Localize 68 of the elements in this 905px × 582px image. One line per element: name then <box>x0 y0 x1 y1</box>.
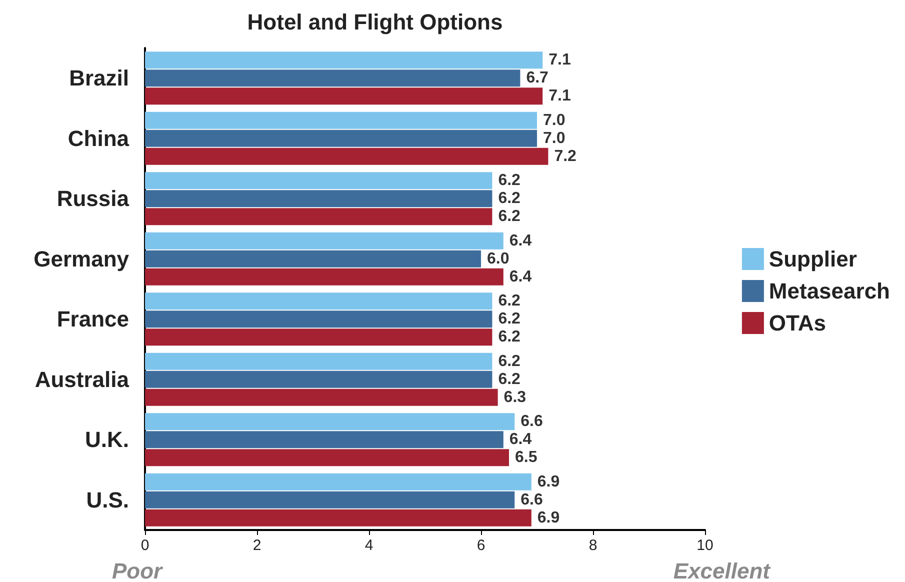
data-label: 6.0 <box>487 250 510 268</box>
bar <box>145 208 492 226</box>
bar <box>145 449 509 466</box>
data-label: 6.6 <box>520 413 543 430</box>
bar <box>145 268 504 286</box>
data-label: 6.2 <box>498 292 521 310</box>
y-tick-label: U.K. <box>85 427 129 452</box>
data-label: 6.3 <box>504 388 526 406</box>
bar <box>145 130 537 147</box>
data-label: 7.1 <box>548 88 571 105</box>
x-tick-label: 2 <box>252 537 262 554</box>
bar <box>145 172 492 190</box>
text: Excellent <box>673 558 772 582</box>
data-label: 6.5 <box>515 449 538 466</box>
x-tick-label: 10 <box>696 537 714 554</box>
y-tick-label: China <box>68 126 130 151</box>
data-label: 6.6 <box>520 491 543 508</box>
data-label: 6.4 <box>509 268 532 286</box>
data-label: 6.4 <box>509 431 532 448</box>
bar <box>145 232 504 250</box>
data-label: 6.2 <box>498 208 521 226</box>
bar <box>145 190 492 208</box>
data-label: 7.0 <box>543 130 566 147</box>
y-tick-label: Australia <box>34 366 130 392</box>
data-label: 6.2 <box>498 370 521 388</box>
chart-title: Hotel and Flight Options <box>247 10 503 34</box>
bar <box>145 431 504 448</box>
bar <box>145 310 492 328</box>
data-label: 6.2 <box>498 172 521 190</box>
bar <box>145 473 532 490</box>
text: Poor <box>112 558 164 582</box>
bar <box>145 292 492 310</box>
data-label: 6.2 <box>498 190 521 208</box>
bar <box>145 509 532 526</box>
y-tick-label: U.S. <box>86 487 129 512</box>
y-tick-label: Germany <box>34 246 130 272</box>
bar <box>145 52 543 69</box>
bar <box>145 112 537 129</box>
bar <box>145 70 520 87</box>
data-label: 6.9 <box>537 473 560 490</box>
bar <box>145 413 515 430</box>
data-label: 7.0 <box>543 112 566 129</box>
bar <box>145 148 548 165</box>
x-tick-label: 8 <box>588 537 598 554</box>
data-label: 7.1 <box>548 52 571 69</box>
data-label: 6.2 <box>498 328 521 346</box>
data-label: 6.2 <box>498 352 521 370</box>
data-label: 7.2 <box>554 148 577 165</box>
legend-label: Metasearch <box>768 278 890 304</box>
bar <box>145 352 492 370</box>
bar <box>145 370 492 388</box>
data-label: 6.7 <box>526 70 549 87</box>
bar <box>145 250 481 268</box>
bar <box>145 388 498 406</box>
data-label: 6.2 <box>498 310 521 328</box>
y-tick-label: France <box>56 306 129 332</box>
y-tick-label: Brazil <box>69 66 129 91</box>
legend-label: OTAs <box>768 310 826 336</box>
legend-label: Supplier <box>768 246 858 272</box>
data-label: 6.9 <box>537 509 560 526</box>
y-tick-label: Russia <box>56 186 130 212</box>
bar <box>145 328 492 346</box>
data-label: 6.4 <box>509 232 532 250</box>
x-tick-label: 6 <box>476 537 486 554</box>
bar <box>145 88 543 105</box>
x-tick-label: 0 <box>140 537 150 554</box>
bar <box>145 491 515 508</box>
x-tick-label: 4 <box>364 537 374 554</box>
